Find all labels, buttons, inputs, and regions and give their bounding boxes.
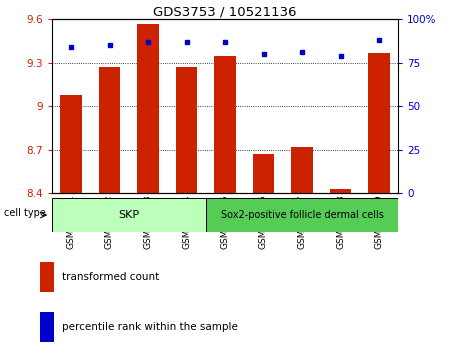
Bar <box>330 189 351 193</box>
Text: Sox2-positive follicle dermal cells: Sox2-positive follicle dermal cells <box>220 210 383 220</box>
Bar <box>40 312 54 342</box>
Text: transformed count: transformed count <box>62 272 159 282</box>
Bar <box>99 67 120 193</box>
Bar <box>253 154 274 193</box>
Bar <box>206 198 398 232</box>
Text: percentile rank within the sample: percentile rank within the sample <box>62 322 238 332</box>
Text: cell type: cell type <box>4 209 46 218</box>
Text: SKP: SKP <box>118 210 140 220</box>
Bar <box>40 262 54 292</box>
Bar <box>292 147 313 193</box>
Bar <box>176 67 197 193</box>
Title: GDS3753 / 10521136: GDS3753 / 10521136 <box>153 5 297 18</box>
Bar <box>60 95 81 193</box>
Bar <box>214 56 236 193</box>
Bar <box>137 24 158 193</box>
Bar <box>52 198 206 232</box>
Bar <box>369 53 390 193</box>
